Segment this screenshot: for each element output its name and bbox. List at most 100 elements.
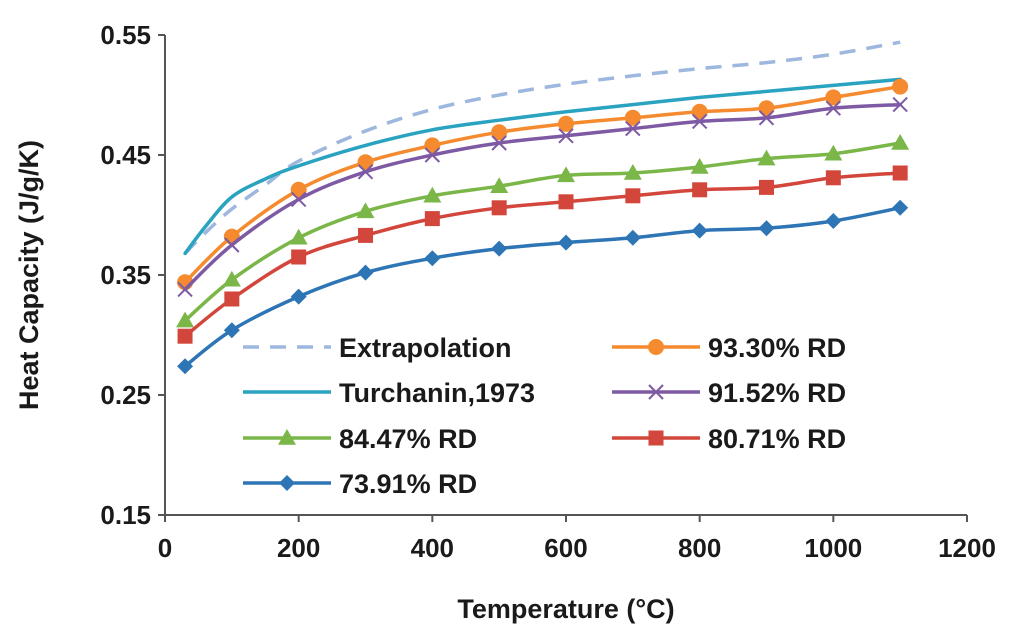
series-91-52-rd xyxy=(177,96,908,298)
legend-label: 73.91% RD xyxy=(339,469,477,499)
data-point-93-30-rd xyxy=(691,103,708,120)
data-point-91-52-rd xyxy=(892,96,908,113)
data-point-91-52-rd xyxy=(357,164,374,180)
series-line-turchanin-1973 xyxy=(183,77,902,256)
data-point-91-52-rd-stroke xyxy=(491,135,507,151)
data-point-91-52-rd xyxy=(491,135,507,151)
x-tick-label: 800 xyxy=(678,533,721,563)
x-axis-title: Temperature (°C) xyxy=(457,594,674,624)
data-point-93-30-rd xyxy=(491,124,508,141)
data-point-73-91-rd xyxy=(357,264,374,281)
legend-item-80-71-rd: 80.71% RD xyxy=(612,424,846,454)
legend-item-73-91-rd: 73.91% RD xyxy=(243,469,477,499)
data-point-84-47-rd xyxy=(623,164,642,180)
series-layer xyxy=(176,40,910,375)
series-turchanin-1973 xyxy=(183,77,902,256)
y-tick-label: 0.45 xyxy=(100,140,151,170)
x-tick-label: 400 xyxy=(411,533,454,563)
data-point-73-91-rd xyxy=(177,358,194,375)
data-point-80-71-rd xyxy=(825,170,841,186)
data-point-80-71-rd xyxy=(892,165,908,181)
series-93-30-rd xyxy=(177,78,909,291)
data-point-73-91-rd xyxy=(290,288,307,305)
data-point-91-52-rd xyxy=(691,113,708,130)
data-point-84-47-rd xyxy=(824,144,843,161)
legend-label: 91.52% RD xyxy=(708,378,846,408)
legend-marker-stroke xyxy=(648,384,664,400)
data-point-73-91-rd xyxy=(892,199,909,216)
x-tick-label: 600 xyxy=(544,533,587,563)
x-tick-label: 0 xyxy=(158,533,172,563)
y-tick-label: 0.35 xyxy=(100,260,151,290)
legend-marker xyxy=(648,339,664,355)
data-point-84-47-rd xyxy=(891,134,910,150)
x-tick-label: 1000 xyxy=(804,533,862,563)
data-point-91-52-rd xyxy=(625,120,641,137)
data-point-84-47-rd xyxy=(289,228,308,245)
legend-label: 80.71% RD xyxy=(708,424,846,454)
data-point-84-47-rd xyxy=(557,166,575,183)
data-point-80-71-rd xyxy=(424,211,440,227)
data-point-91-52-rd xyxy=(825,100,842,116)
legend-marker xyxy=(279,475,295,491)
data-point-93-30-rd xyxy=(357,154,374,171)
series-line-91-52-rd xyxy=(183,102,902,292)
data-point-73-91-rd xyxy=(491,240,508,257)
data-point-73-91-rd xyxy=(424,250,441,267)
data-point-80-71-rd xyxy=(692,182,708,198)
series-84-47-rd xyxy=(176,134,910,328)
data-point-91-52-rd-stroke xyxy=(825,100,842,116)
data-point-91-52-rd-stroke xyxy=(625,120,641,137)
data-point-80-71-rd xyxy=(224,291,240,307)
data-point-93-30-rd xyxy=(424,137,441,154)
data-point-91-52-rd-stroke xyxy=(558,128,574,144)
data-point-93-30-rd xyxy=(290,181,307,198)
legend-marker xyxy=(648,430,664,446)
x-tick-label: 200 xyxy=(277,533,320,563)
series-73-91-rd xyxy=(177,199,909,375)
data-point-73-91-rd xyxy=(691,222,708,239)
legend-item-turchanin-1973: Turchanin,1973 xyxy=(243,378,535,408)
data-point-91-52-rd-stroke xyxy=(357,164,374,180)
y-tick-label: 0.15 xyxy=(100,500,151,530)
legend: Extrapolation Turchanin,1973 93.30% RD 91.5… xyxy=(243,333,846,499)
data-point-91-52-rd-stroke xyxy=(424,147,441,163)
series-line-extrapolation xyxy=(183,40,901,255)
legend-label: 93.30% RD xyxy=(708,333,846,363)
data-point-91-52-rd-stroke xyxy=(290,191,307,208)
data-point-93-30-rd xyxy=(558,115,574,132)
data-point-91-52-rd xyxy=(758,110,775,126)
legend-marker xyxy=(278,429,296,445)
data-point-80-71-rd xyxy=(625,188,641,204)
legend-label: Turchanin,1973 xyxy=(339,378,535,408)
series-80-71-rd xyxy=(177,165,908,344)
data-point-91-52-rd-stroke xyxy=(758,110,775,126)
data-point-80-71-rd xyxy=(491,200,507,216)
data-point-84-47-rd xyxy=(690,158,709,174)
data-point-93-30-rd xyxy=(758,100,775,117)
data-point-91-52-rd xyxy=(224,237,240,253)
data-point-73-91-rd xyxy=(825,213,842,229)
legend-label: 84.47% RD xyxy=(339,424,477,454)
legend-item-84-47-rd: 84.47% RD xyxy=(243,424,477,454)
data-point-80-71-rd xyxy=(291,249,307,265)
data-point-93-30-rd xyxy=(825,89,842,106)
legend-item-extrapolation: Extrapolation xyxy=(243,333,512,363)
data-point-73-91-rd xyxy=(624,229,641,246)
data-point-91-52-rd-stroke xyxy=(224,237,240,253)
data-point-91-52-rd-stroke xyxy=(892,96,908,113)
data-point-80-71-rd xyxy=(759,179,774,195)
data-point-73-91-rd xyxy=(758,220,775,237)
data-point-93-30-rd xyxy=(624,109,641,126)
data-point-73-91-rd xyxy=(558,234,574,251)
data-point-91-52-rd xyxy=(290,191,307,208)
data-point-84-47-rd xyxy=(757,149,776,166)
data-point-84-47-rd xyxy=(490,177,509,193)
axes: 0.15 0.25 0.35 0.45 0.55 0 200 400 600 800 1000 120… xyxy=(100,20,996,563)
data-point-91-52-rd xyxy=(558,128,574,144)
data-point-80-71-rd xyxy=(558,194,574,210)
data-point-91-52-rd-stroke xyxy=(177,281,193,298)
series-extrapolation xyxy=(183,40,901,255)
